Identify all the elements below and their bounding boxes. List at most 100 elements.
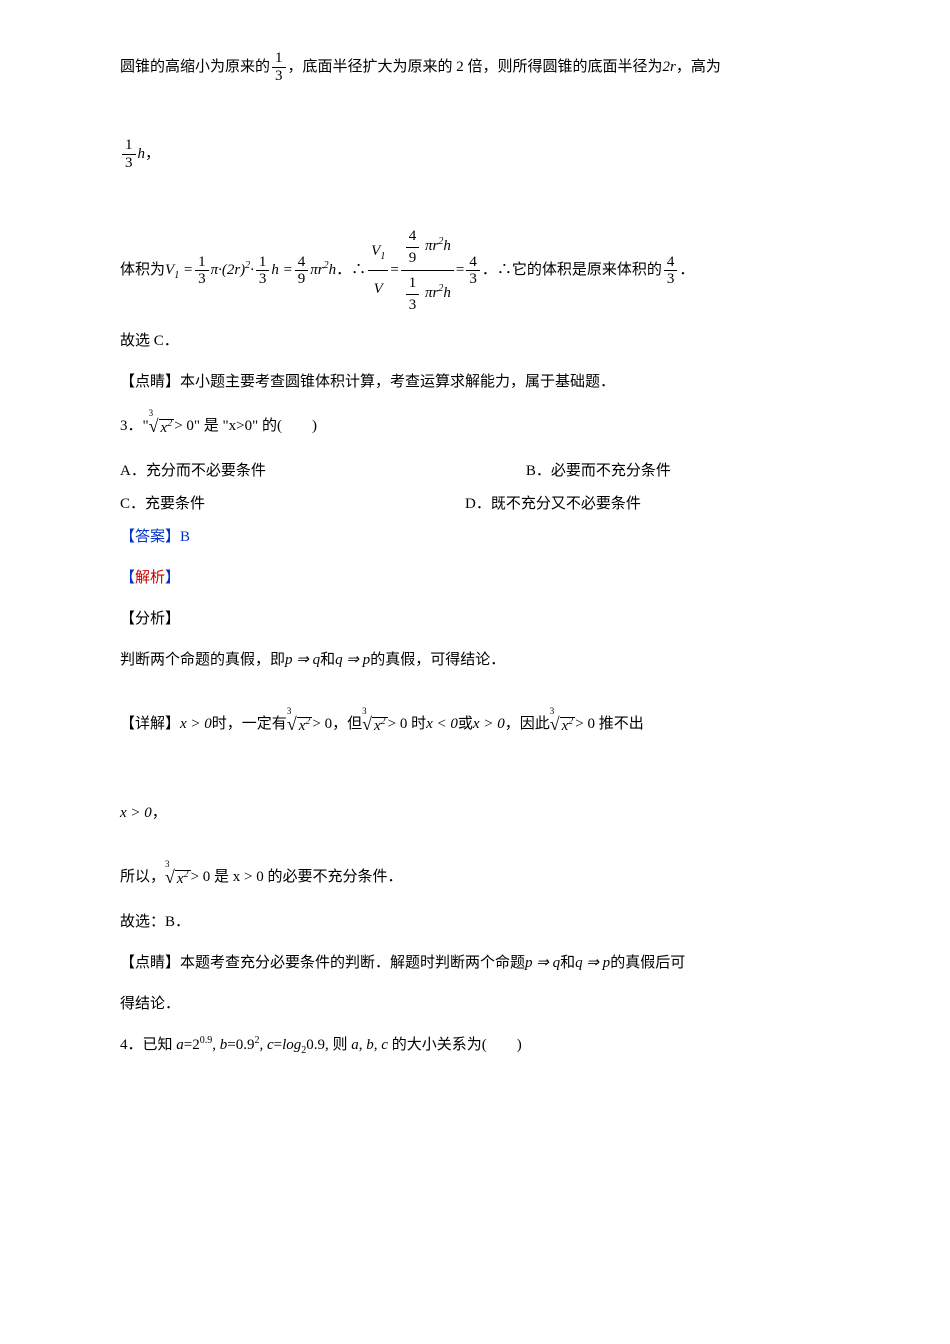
denominator: 3	[256, 271, 270, 288]
cube-root: 3 √x2	[149, 407, 175, 447]
option-d: D．既不充分又不必要条件	[465, 488, 641, 521]
cube-root: 3 √x2	[165, 858, 191, 898]
text-segment: ，因此	[505, 708, 550, 741]
question-4: 4．已知 a=20.9, b=0.92, c=log20.9, 则 a, b, …	[120, 1029, 830, 1062]
problem-line-1: 圆锥的高缩小为原来的 1 3 ，底面半径扩大为原来的 2 倍，则所得圆锥的底面半…	[120, 50, 830, 84]
denominator: 3	[122, 155, 136, 172]
question-3: 3．" 3 √x2 > 0" 是 "x>0" 的( )	[120, 407, 830, 447]
big-fraction: 4 9 πr2h 1 3 πr2h	[401, 224, 454, 317]
denominator: 9	[295, 271, 309, 288]
dianqing-line-2: 【点睛】本题考查充分必要条件的判断．解题时判断两个命题 p ⇒ q 和 q ⇒ …	[120, 947, 830, 980]
so-line: 所以， 3 √x2 > 0 是 x > 0 的必要不充分条件．	[120, 858, 830, 898]
fraction: 1 3	[122, 137, 136, 171]
text-segment: 和	[560, 947, 575, 980]
math-expr: V1 =	[165, 254, 193, 287]
text-segment: 圆锥的高缩小为原来的	[120, 51, 270, 84]
volume-calculation: 体积为 V1 = 1 3 π·(2r)2· 1 3 h = 4 9 πr2h ．…	[120, 224, 830, 317]
denominator: 3	[195, 271, 209, 288]
fraction: 4 3	[664, 254, 678, 288]
jiexi-label: 【解析】	[120, 562, 830, 595]
text-segment: 时，一定有	[212, 708, 287, 741]
implication: p ⇒ q	[525, 947, 560, 980]
denominator: V	[371, 271, 386, 308]
math-expr: h =	[271, 254, 292, 287]
text-segment: 或	[458, 708, 473, 741]
numerator: 4 9 πr2h	[401, 224, 454, 271]
numerator: 1	[195, 254, 209, 272]
math-expr: x < 0	[426, 708, 458, 741]
text-segment: > 0，但	[312, 708, 362, 741]
conclusion-line: 得结论．	[120, 988, 830, 1021]
text-segment: ．∴	[336, 254, 366, 287]
text-segment: 判断两个命题的真假，即	[120, 644, 285, 677]
implication: q ⇒ p	[575, 947, 610, 980]
math-expr: x > 0	[180, 708, 212, 741]
q3-prefix: 3．"	[120, 410, 149, 443]
implication: q ⇒ p	[335, 644, 370, 677]
q3-mid: > 0" 是 "x>0" 的( )	[174, 410, 317, 443]
detail-conclusion: x > 0 ，	[120, 797, 830, 830]
fenxi-label: 【分析】	[120, 603, 830, 636]
inner-fraction: 4 9	[406, 226, 420, 268]
options-row-2: C．充要条件 D．既不充分又不必要条件	[120, 488, 830, 521]
detail-line: 【详解】 x > 0 时，一定有 3 √x2 > 0，但 3 √x2 > 0 时…	[120, 705, 830, 745]
math-expr: x > 0	[473, 708, 505, 741]
denominator: 3	[466, 271, 480, 288]
problem-line-2: 1 3 h ，	[120, 137, 830, 171]
detail-label: 【详解】	[120, 708, 180, 741]
numerator: 1	[272, 50, 286, 68]
numerator: 4	[664, 254, 678, 272]
math-expr: π·(2r)2·	[211, 254, 254, 287]
fraction: 4 3	[466, 254, 480, 288]
option-a: A．充分而不必要条件	[120, 455, 266, 488]
numerator: 1	[122, 137, 136, 155]
text-segment: 的真假，可得结论．	[370, 644, 505, 677]
text-segment: ，底面半径扩大为原来的 2 倍，则所得圆锥的底面半径为	[288, 51, 663, 84]
text-segment: 所以，	[120, 861, 165, 894]
text-segment: 的真假后可	[610, 947, 685, 980]
cube-root: 3 √x2	[362, 705, 388, 745]
text-segment: ．	[679, 254, 694, 287]
math-var: h	[138, 138, 146, 171]
dianqing-line: 【点睛】本小题主要考查圆锥体积计算，考查运算求解能力，属于基础题．	[120, 366, 830, 399]
text-segment: ，	[152, 797, 167, 830]
math-expr: πr2h	[310, 254, 336, 287]
text-segment: ，	[145, 138, 160, 171]
equals: =	[456, 254, 464, 287]
q4-text: 4．已知 a=20.9, b=0.92, c=log20.9, 则 a, b, …	[120, 1029, 522, 1062]
denominator: 3	[272, 68, 286, 85]
denominator: 1 3 πr2h	[401, 271, 454, 317]
cube-root: 3 √x2	[287, 705, 313, 745]
fraction: V1 V	[368, 233, 388, 308]
fraction: 1 3	[195, 254, 209, 288]
equals: =	[390, 254, 398, 287]
fraction: 1 3	[272, 50, 286, 84]
analysis-line: 判断两个命题的真假，即 p ⇒ q 和 q ⇒ p 的真假，可得结论．	[120, 644, 830, 677]
answer-line: 故选 C．	[120, 325, 830, 358]
text-segment: ．∴它的体积是原来体积的	[482, 254, 662, 287]
text-segment: 【点睛】本题考查充分必要条件的判断．解题时判断两个命题	[120, 947, 525, 980]
options-row-1: A．充分而不必要条件 B．必要而不充分条件	[120, 455, 830, 488]
numerator: 4	[466, 254, 480, 272]
text-segment: 和	[320, 644, 335, 677]
answer-select: 故选：B．	[120, 906, 830, 939]
text-segment: > 0 是 x > 0 的必要不充分条件．	[191, 861, 403, 894]
math-var: 2r	[663, 51, 676, 84]
implication: p ⇒ q	[285, 644, 320, 677]
numerator: 4	[295, 254, 309, 272]
text-segment: 体积为	[120, 254, 165, 287]
text-segment: > 0 时	[388, 708, 426, 741]
inner-fraction: 1 3	[406, 273, 420, 315]
text-segment: ，高为	[676, 51, 721, 84]
option-b: B．必要而不充分条件	[526, 455, 671, 488]
text-segment: > 0 推不出	[575, 708, 643, 741]
fraction: 4 9	[295, 254, 309, 288]
option-c: C．充要条件	[120, 488, 205, 521]
numerator: 1	[256, 254, 270, 272]
numerator: V1	[368, 233, 388, 271]
denominator: 3	[664, 271, 678, 288]
cube-root: 3 √x2	[550, 705, 576, 745]
math-expr: x > 0	[120, 797, 152, 830]
fraction: 1 3	[256, 254, 270, 288]
answer-label: 【答案】B	[120, 521, 830, 554]
